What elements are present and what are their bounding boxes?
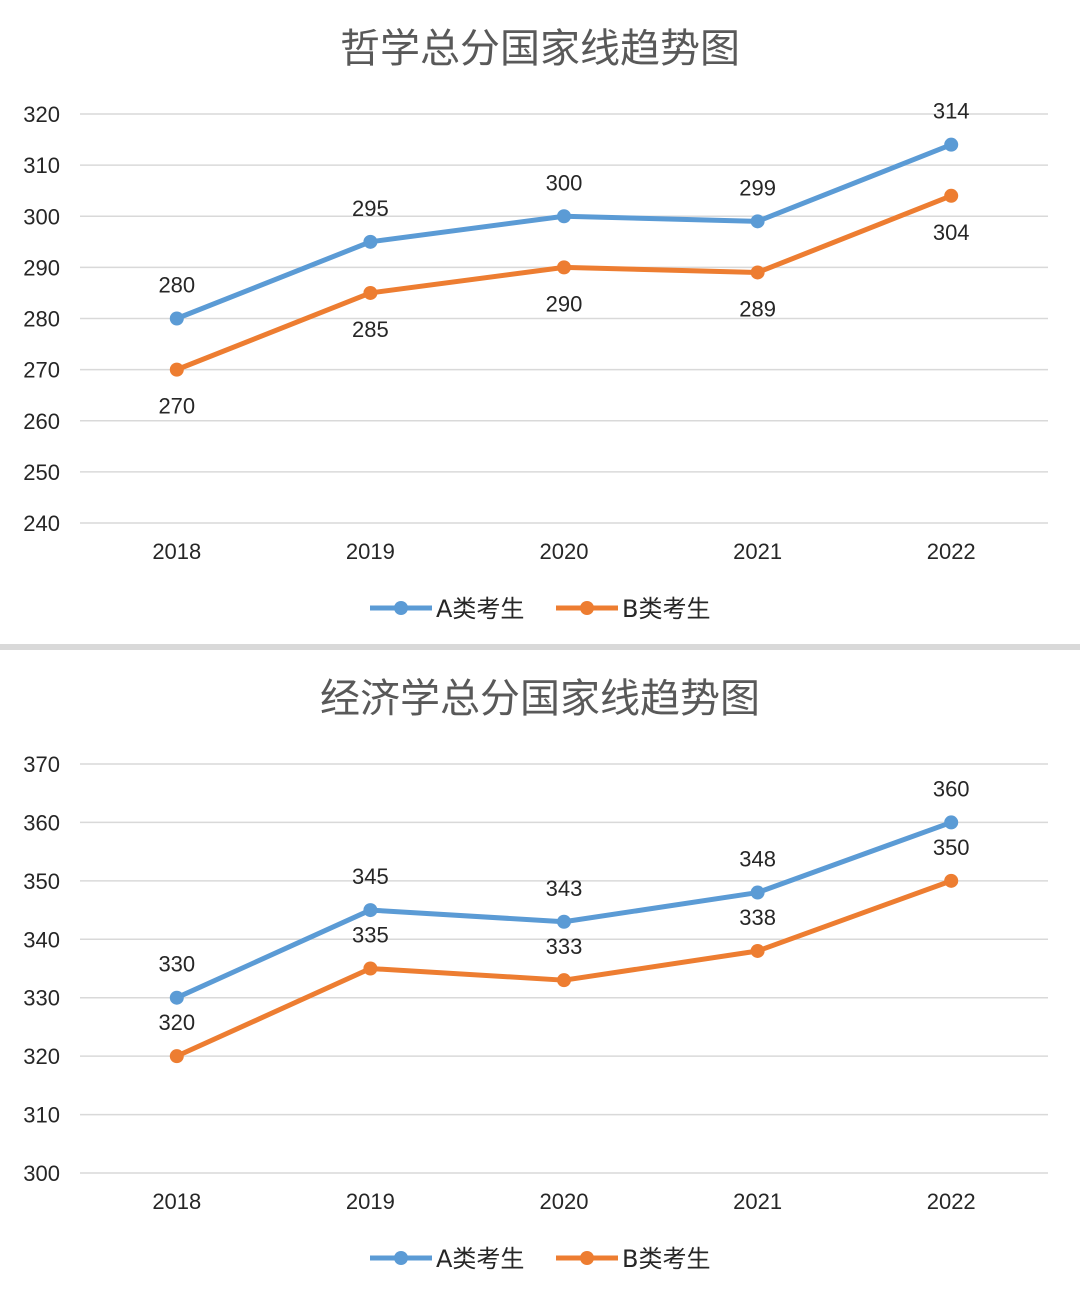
legend-label: B类考生	[622, 1245, 710, 1273]
legend-label: B类考生	[622, 595, 710, 623]
x-tick-label: 2021	[733, 539, 782, 564]
data-point	[557, 973, 571, 988]
data-point	[557, 260, 571, 275]
x-tick-label: 2020	[540, 539, 589, 564]
data-label: 333	[546, 934, 583, 959]
legend-marker	[580, 1251, 594, 1265]
y-tick-label: 260	[23, 409, 60, 434]
chart-economics: 经济学总分国家线趋势图 370 360 350 340 330 320 310 300 2018…	[23, 676, 1048, 1273]
legend-marker	[394, 601, 408, 615]
data-point	[944, 188, 959, 203]
y-tick-label: 370	[23, 752, 60, 777]
chart-title: 哲学总分国家线趋势图	[340, 26, 740, 72]
y-tick-label: 300	[23, 1161, 60, 1186]
data-label: 270	[158, 394, 195, 419]
data-label: 304	[933, 220, 970, 245]
data-label: 335	[352, 923, 389, 948]
data-point	[750, 943, 765, 958]
y-tick-label: 320	[23, 102, 60, 127]
legend-label: A类考生	[436, 595, 524, 623]
data-point	[750, 214, 765, 229]
chart-panel-economics: 经济学总分国家线趋势图 370 360 350 340 330 320 310 300 2018…	[0, 650, 1080, 1296]
data-point	[944, 873, 959, 888]
data-point	[750, 265, 765, 280]
series-line	[174, 819, 954, 1001]
x-tick-label: 2019	[346, 1189, 395, 1214]
data-label: 348	[739, 847, 776, 872]
data-label: 295	[352, 196, 389, 221]
chart-title: 经济学总分国家线趋势图	[320, 676, 760, 722]
data-label: 350	[933, 835, 970, 860]
chart-panel-philosophy: 哲学总分国家线趋势图 320 310 300 290 280 270 260 250 240 20…	[0, 0, 1080, 644]
data-label: 330	[158, 952, 195, 977]
data-point	[944, 815, 959, 830]
data-point	[363, 285, 378, 300]
y-tick-label: 350	[23, 869, 60, 894]
legend-label: A类考生	[436, 1245, 524, 1273]
legend-marker	[580, 601, 594, 615]
data-label: 299	[739, 175, 776, 200]
x-tick-label: 2020	[540, 1189, 589, 1214]
x-tick-label: 2022	[927, 1189, 976, 1214]
data-point	[363, 234, 378, 249]
data-label: 360	[933, 776, 970, 801]
data-label: 289	[739, 296, 776, 321]
data-point	[363, 961, 378, 976]
data-label: 300	[546, 170, 583, 195]
data-point	[557, 209, 571, 224]
x-tick-label: 2018	[152, 1189, 201, 1214]
data-point	[169, 990, 184, 1005]
y-tick-label: 360	[23, 810, 60, 835]
data-point	[169, 362, 184, 377]
y-tick-label: 310	[23, 1103, 60, 1128]
data-point	[557, 914, 571, 929]
y-tick-label: 240	[23, 511, 60, 536]
data-label: 338	[739, 905, 776, 930]
series-line	[174, 878, 954, 1059]
data-point	[363, 903, 378, 918]
legend-marker	[394, 1251, 408, 1265]
x-tick-label: 2019	[346, 539, 395, 564]
x-tick-label: 2018	[152, 539, 201, 564]
data-point	[169, 1049, 184, 1064]
x-tick-label: 2022	[927, 539, 976, 564]
y-tick-label: 270	[23, 358, 60, 383]
data-label: 280	[158, 273, 195, 298]
chart-philosophy: 哲学总分国家线趋势图 320 310 300 290 280 270 260 250 240 20…	[23, 26, 1048, 623]
y-tick-label: 320	[23, 1044, 60, 1069]
y-tick-label: 330	[23, 986, 60, 1011]
data-label: 345	[352, 864, 389, 889]
data-label: 320	[158, 1010, 195, 1035]
data-label: 290	[546, 291, 583, 316]
y-tick-label: 300	[23, 204, 60, 229]
data-label: 343	[546, 876, 583, 901]
y-tick-label: 290	[23, 255, 60, 280]
y-tick-label: 340	[23, 927, 60, 952]
data-label: 285	[352, 317, 389, 342]
data-point	[944, 137, 959, 152]
data-point	[169, 311, 184, 326]
x-tick-label: 2021	[733, 1189, 782, 1214]
y-tick-label: 310	[23, 153, 60, 178]
data-point	[750, 885, 765, 900]
y-tick-label: 280	[23, 307, 60, 332]
data-label: 314	[933, 99, 970, 124]
y-tick-label: 250	[23, 460, 60, 485]
